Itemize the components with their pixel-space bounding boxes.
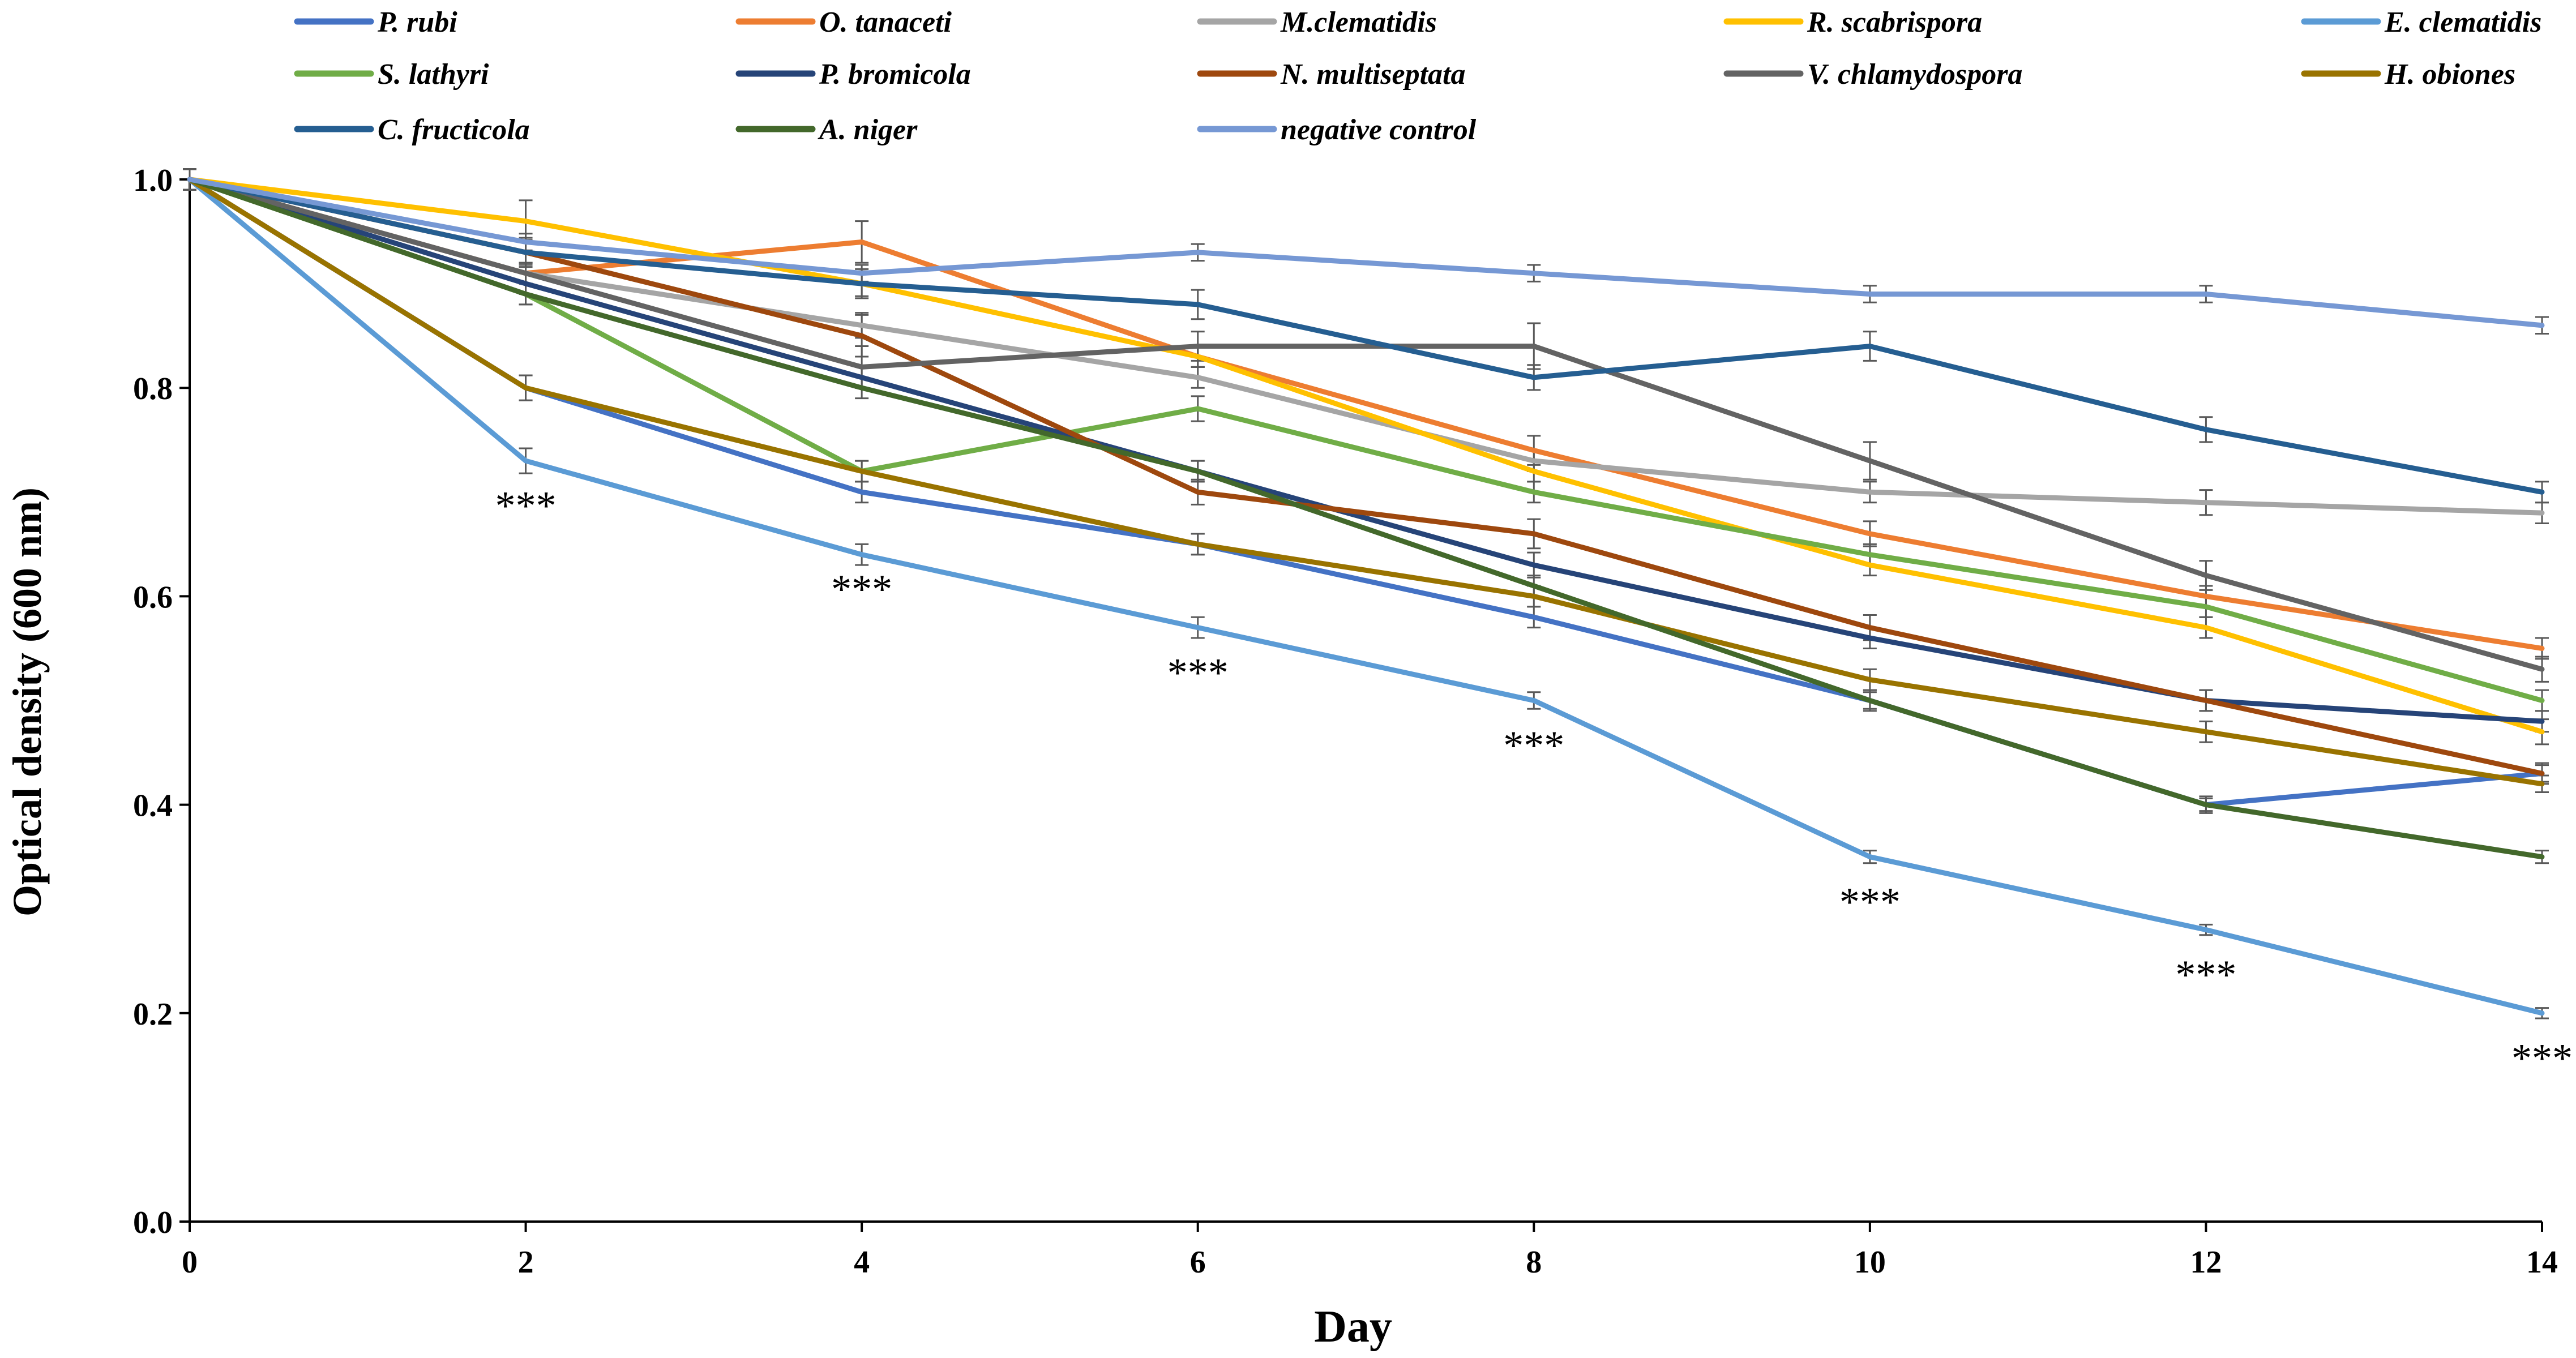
x-tick-label: 8 xyxy=(1526,1245,1542,1280)
y-axis-label: Optical density (600 nm) xyxy=(5,487,50,916)
significance-annotations: *** *** *** *** *** *** *** xyxy=(495,483,2573,1081)
legend-label: negative control xyxy=(1281,114,1477,146)
x-tick-label: 2 xyxy=(518,1245,534,1280)
series-line-e-clematidis xyxy=(187,177,2545,1016)
y-tick-label: 0.0 xyxy=(133,1205,173,1240)
legend-item-p-bromicola: P. bromicola xyxy=(735,58,971,91)
x-tick-label: 4 xyxy=(854,1245,870,1280)
legend-item-m-clematidis: M.clematidis xyxy=(1197,6,1437,38)
significance-marker: *** xyxy=(1167,650,1229,695)
legend-item-c-fructicola: C. fructicola xyxy=(294,114,530,146)
y-tick-label: 0.6 xyxy=(133,580,173,615)
legend-label: H. obiones xyxy=(2384,58,2515,91)
legend-label: A. niger xyxy=(818,114,918,146)
x-axis-label: Day xyxy=(1314,1302,1392,1352)
x-tick-label: 12 xyxy=(2190,1245,2222,1280)
y-tick-label: 1.0 xyxy=(133,163,173,198)
legend-item-v-chlamydospora: V. chlamydospora xyxy=(1723,58,2022,91)
series-line-n-multiseptata xyxy=(187,177,2545,776)
x-tick-label: 10 xyxy=(1854,1245,1886,1280)
legend-item-h-obiones: H. obiones xyxy=(2301,58,2515,91)
legend-label: M.clematidis xyxy=(1280,6,1437,38)
series-lines xyxy=(187,177,2545,1016)
legend-label: C. fructicola xyxy=(378,114,530,146)
significance-marker: *** xyxy=(1839,879,1901,924)
series-line-h-obiones xyxy=(187,177,2545,787)
series-line-m-clematidis xyxy=(187,177,2545,516)
series-line-r-scabrispora xyxy=(187,177,2545,735)
legend-item-p-rubi: P. rubi xyxy=(294,6,457,38)
legend: P. rubi O. tanaceti M.clematidis R. scabris… xyxy=(294,6,2541,146)
legend-item-n-multiseptata: N. multiseptata xyxy=(1197,58,1465,91)
series-line-negative-control xyxy=(187,177,2545,328)
legend-label: S. lathyri xyxy=(378,58,489,91)
axes: 0.0 0.2 0.4 0.6 0.8 1.0 0 2 4 6 8 10 12 14 xyxy=(133,163,2558,1280)
x-tick-label: 0 xyxy=(182,1245,198,1280)
significance-marker: *** xyxy=(2511,1035,2573,1081)
legend-item-e-clematidis: E. clematidis xyxy=(2301,6,2541,38)
legend-item-a-niger: A. niger xyxy=(735,114,918,146)
legend-label: N. multiseptata xyxy=(1280,58,1465,91)
legend-label: E. clematidis xyxy=(2384,6,2541,38)
legend-label: P. bromicola xyxy=(819,58,971,91)
legend-item-r-scabrispora: R. scabrispora xyxy=(1723,6,1982,38)
x-tick-label: 6 xyxy=(1190,1245,1206,1280)
series-line-v-chlamydospora xyxy=(187,177,2545,672)
legend-label: O. tanaceti xyxy=(819,6,952,38)
legend-label: V. chlamydospora xyxy=(1807,58,2022,91)
legend-item-s-lathyri: S. lathyri xyxy=(294,58,489,91)
significance-marker: *** xyxy=(495,483,557,529)
legend-label: P. rubi xyxy=(377,6,457,38)
series-line-a-niger xyxy=(187,177,2545,860)
significance-marker: *** xyxy=(831,567,892,612)
legend-label: R. scabrispora xyxy=(1807,6,1982,38)
y-tick-label: 0.4 xyxy=(133,789,173,824)
y-tick-label: 0.2 xyxy=(133,997,173,1032)
x-tick-label: 14 xyxy=(2526,1245,2558,1280)
significance-marker: *** xyxy=(2175,952,2236,997)
significance-marker: *** xyxy=(1503,723,1564,768)
y-tick-label: 0.8 xyxy=(133,371,173,406)
series-line-s-lathyri xyxy=(187,177,2545,703)
legend-item-negative-control: negative control xyxy=(1197,114,1477,146)
legend-item-o-tanaceti: O. tanaceti xyxy=(735,6,952,38)
series-line-c-fructicola xyxy=(187,177,2545,495)
